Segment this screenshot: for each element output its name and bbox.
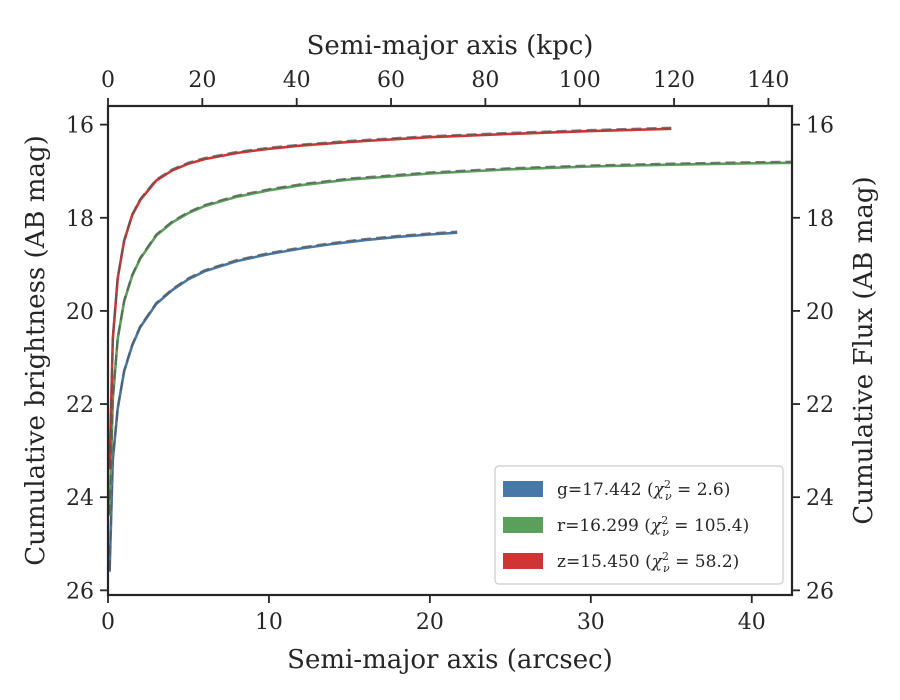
top-tick-label: 20 <box>188 68 216 93</box>
legend-box <box>494 465 784 585</box>
legend-swatch-g <box>503 481 543 497</box>
legend-text-part: = 2.6) <box>672 480 731 500</box>
legend-text-part: 2 <box>664 478 671 491</box>
legend-label-z: z=15.450 (χ2 ν = 58.2) <box>557 550 739 575</box>
right-tick-label: 26 <box>806 579 834 604</box>
x-tick-label: 40 <box>738 610 766 635</box>
x-tick-label: 30 <box>577 610 605 635</box>
series-line-g <box>108 231 458 572</box>
legend-text-part: ν <box>663 562 670 575</box>
model-line-g <box>108 230 458 571</box>
legend-label-r: r=16.299 (χ2 ν = 105.4) <box>557 514 749 539</box>
series-line-z <box>108 127 672 470</box>
right-tick-label: 24 <box>806 486 834 511</box>
legend-text-part: = 105.4) <box>669 516 749 536</box>
top-axis-title: Semi-major axis (kpc) <box>307 31 594 61</box>
legend-text-part: 2 <box>662 550 669 563</box>
legend-text-part: ν <box>665 490 672 503</box>
right-tick-label: 22 <box>806 393 834 418</box>
top-tick-label: 60 <box>377 68 405 93</box>
legend-swatch-z <box>503 553 543 569</box>
top-tick-label: 40 <box>283 68 311 93</box>
x-tick-label: 20 <box>416 610 444 635</box>
legend-text-part: χ <box>650 516 663 536</box>
x-axis-title: Semi-major axis (arcsec) <box>287 645 613 675</box>
legend-text-part: r=16.299 ( <box>557 516 651 536</box>
top-tick-label: 0 <box>101 68 115 93</box>
y-axis-title: Cumulative brightness (AB mag) <box>21 135 51 566</box>
legend-text-part: χ <box>651 552 664 572</box>
model-line-r <box>108 160 793 515</box>
y-tick-label: 20 <box>66 300 94 325</box>
y-tick-label: 18 <box>66 207 94 232</box>
legend-text-part: χ <box>653 480 666 500</box>
plot-series <box>108 126 793 572</box>
legend-text-part: ν <box>662 526 669 539</box>
plot-frame <box>106 104 794 597</box>
right-axis-title: Cumulative Flux (AB mag) <box>849 176 879 524</box>
ticks: 0 10 20 30 40 0 20 40 60 80 100 120 140 16 16 18 18 20 20 2… <box>66 68 834 635</box>
y-tick-label: 22 <box>66 393 94 418</box>
right-tick-label: 20 <box>806 300 834 325</box>
right-tick-label: 18 <box>806 207 834 232</box>
legend-text-part: g=17.442 ( <box>557 480 654 500</box>
legend-swatch-r <box>503 517 543 533</box>
legend: g=17.442 (χ2 ν = 2.6)r=16.299 (χ2 ν = 105.… <box>494 465 784 585</box>
right-tick-label: 16 <box>806 114 834 139</box>
y-tick-label: 26 <box>66 579 94 604</box>
top-tick-label: 80 <box>471 68 499 93</box>
top-tick-label: 140 <box>747 68 789 93</box>
top-tick-label: 120 <box>653 68 695 93</box>
legend-label-g: g=17.442 (χ2 ν = 2.6) <box>557 478 730 503</box>
legend-text-part: = 58.2) <box>670 552 740 572</box>
legend-text-part: z=15.450 ( <box>557 552 652 572</box>
top-tick-label: 100 <box>559 68 601 93</box>
x-tick-label: 0 <box>101 610 115 635</box>
model-line-z <box>108 126 672 469</box>
y-tick-label: 24 <box>66 486 94 511</box>
legend-text-part: 2 <box>661 514 668 527</box>
x-tick-label: 10 <box>255 610 283 635</box>
y-tick-label: 16 <box>66 114 94 139</box>
